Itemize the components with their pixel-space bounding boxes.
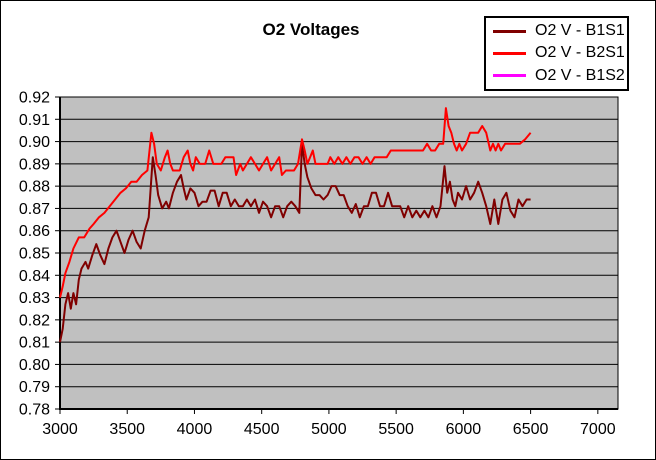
y-tick-label: 0.86 xyxy=(19,223,50,240)
series-line-o2-v-b2s1 xyxy=(59,107,532,298)
y-tick-label: 0.81 xyxy=(19,335,50,352)
legend-swatch-b1s2 xyxy=(493,74,526,78)
legend-label-b1s2: O2 V - B1S2 xyxy=(535,66,625,84)
y-tick-label: 0.83 xyxy=(19,290,50,307)
y-tick-label: 0.90 xyxy=(19,134,50,151)
y-tick-label: 0.80 xyxy=(19,357,50,374)
x-tick-label: 4000 xyxy=(177,421,213,438)
y-tick-label: 0.92 xyxy=(19,90,50,107)
y-tick-label: 0.89 xyxy=(19,156,50,173)
legend-item-b1s2: O2 V - B1S2 xyxy=(493,67,627,85)
chart-title: O2 Voltages xyxy=(262,20,360,39)
x-tick-label: 7000 xyxy=(580,421,616,438)
legend-item-b2s1: O2 V - B2S1 xyxy=(493,44,627,62)
legend-swatch-b2s1 xyxy=(493,51,526,55)
legend-swatch-b1s1 xyxy=(493,29,526,33)
x-tick-label: 6000 xyxy=(446,421,482,438)
x-tick-label: 5000 xyxy=(311,421,347,438)
legend-item-b1s1: O2 V - B1S1 xyxy=(493,22,627,40)
legend: O2 V - B1S1 O2 V - B2S1 O2 V - B1S2 xyxy=(484,16,629,91)
x-tick-label: 4500 xyxy=(244,421,280,438)
y-tick-label: 0.82 xyxy=(19,312,50,329)
y-tick-label: 0.78 xyxy=(19,402,50,419)
x-tick-label: 3000 xyxy=(42,421,78,438)
legend-label-b1s1: O2 V - B1S1 xyxy=(535,22,625,40)
x-tick-label: 3500 xyxy=(109,421,145,438)
y-tick-label: 0.85 xyxy=(19,246,50,263)
y-tick-label: 0.79 xyxy=(19,379,50,396)
x-tick-label: 5500 xyxy=(378,421,414,438)
x-tick-label: 6500 xyxy=(513,421,549,438)
y-tick-label: 0.91 xyxy=(19,112,50,129)
y-tick-label: 0.84 xyxy=(19,268,50,285)
legend-label-b2s1: O2 V - B2S1 xyxy=(535,44,625,62)
y-tick-label: 0.88 xyxy=(19,179,50,196)
y-tick-label: 0.87 xyxy=(19,201,50,218)
series-line-o2-v-b1s1 xyxy=(59,142,531,343)
